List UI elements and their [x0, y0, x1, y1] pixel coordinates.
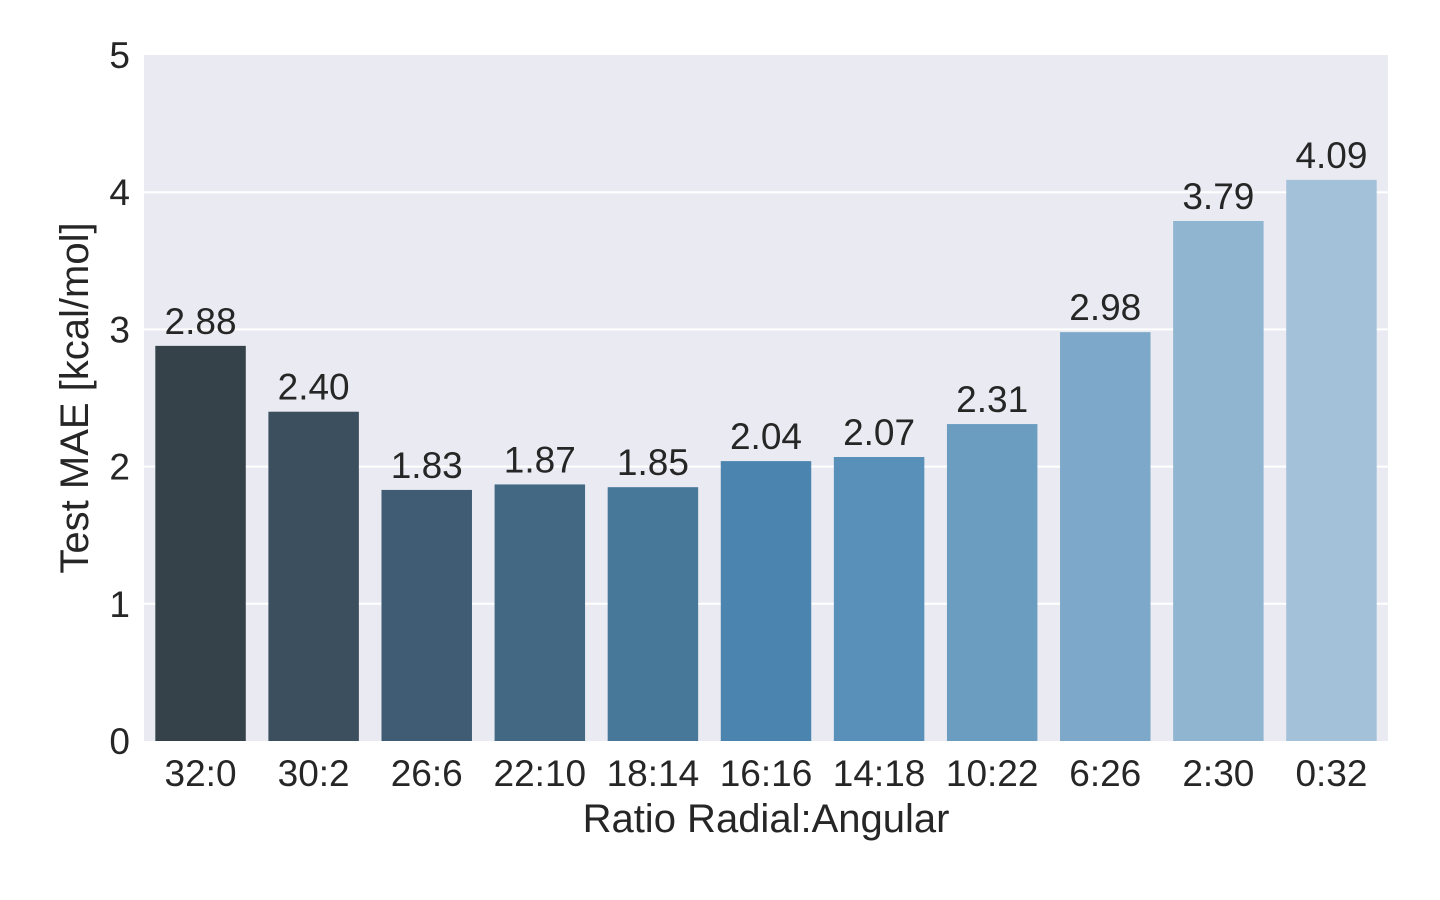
bar-2-30 — [1173, 221, 1264, 742]
bar-value-label: 2.98 — [1069, 287, 1141, 328]
x-tick-label: 26:6 — [391, 753, 463, 794]
bar-value-label: 2.04 — [730, 416, 802, 457]
y-tick-label: 1 — [109, 584, 130, 625]
bar-value-label: 1.83 — [391, 445, 463, 486]
bar-value-label: 2.31 — [956, 379, 1028, 420]
bar-value-label: 4.09 — [1295, 135, 1367, 176]
bar-10-22 — [946, 424, 1038, 741]
bar-value-label: 1.85 — [617, 442, 689, 483]
x-tick-label: 22:10 — [494, 753, 587, 794]
x-axis-ticks: 32:0 30:2 26:6 22:10 18:14 16:16 14:18 10:22 6:2… — [165, 753, 1368, 794]
x-tick-label: 10:22 — [946, 753, 1039, 794]
bar-value-label: 2.40 — [278, 367, 350, 408]
x-axis-title: Ratio Radial:Angular — [583, 797, 950, 841]
x-tick-label: 2:30 — [1182, 753, 1254, 794]
y-tick-label: 3 — [109, 309, 130, 350]
x-tick-label: 30:2 — [278, 753, 350, 794]
y-tick-label: 4 — [109, 172, 130, 213]
x-tick-label: 6:26 — [1069, 753, 1141, 794]
y-tick-label: 2 — [109, 447, 130, 488]
bar-14-18 — [833, 456, 925, 741]
x-tick-label: 16:16 — [720, 753, 813, 794]
bar-30-2 — [268, 411, 359, 741]
bar-0-32 — [1286, 179, 1377, 742]
x-tick-label: 0:32 — [1295, 753, 1367, 794]
x-tick-label: 32:0 — [165, 753, 237, 794]
x-tick-label: 18:14 — [607, 753, 700, 794]
y-tick-label: 5 — [109, 35, 130, 76]
bar-18-14 — [607, 487, 699, 741]
y-tick-label: 0 — [109, 721, 130, 762]
bar-value-label: 1.87 — [504, 439, 576, 480]
x-tick-label: 14:18 — [833, 753, 926, 794]
bar-value-label: 2.07 — [843, 412, 915, 453]
bars — [155, 179, 1377, 742]
bar-16-16 — [720, 461, 812, 741]
bar-32-0 — [155, 345, 246, 741]
y-axis-ticks: 0 1 2 3 4 5 — [109, 35, 130, 762]
bar-value-labels: 2.88 2.40 1.83 1.87 1.85 2.04 2.07 2.31 2.98 3.79… — [165, 135, 1368, 486]
bar-value-label: 2.88 — [165, 301, 237, 342]
y-axis-title: Test MAE [kcal/mol] — [53, 222, 97, 573]
bar-22-10 — [494, 484, 586, 741]
bar-value-label: 3.79 — [1182, 176, 1254, 217]
bar-6-26 — [1060, 332, 1151, 741]
bar-26-6 — [381, 489, 472, 741]
